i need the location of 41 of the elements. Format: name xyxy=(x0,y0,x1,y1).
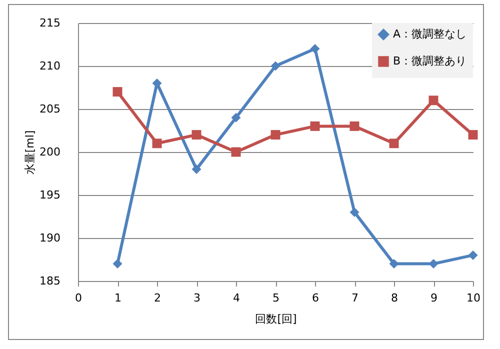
point xyxy=(389,259,399,269)
x-tick-label: 1 xyxy=(114,292,122,304)
point xyxy=(428,259,438,269)
x-tick-label: 3 xyxy=(194,292,200,304)
point xyxy=(310,44,320,54)
x-tick-label: 10 xyxy=(466,292,480,304)
point xyxy=(270,61,280,71)
point xyxy=(231,112,241,122)
x-tick-label: 7 xyxy=(352,292,358,304)
x-axis-title: 回数[回] xyxy=(255,312,297,326)
x-tick-label: 4 xyxy=(233,292,240,304)
point xyxy=(270,130,280,140)
point xyxy=(310,121,320,131)
y-tick-label: 195 xyxy=(40,188,60,202)
x-tick-label: 5 xyxy=(272,292,280,304)
point xyxy=(468,250,478,260)
point xyxy=(192,164,202,174)
point xyxy=(350,121,360,131)
y-tick-label: 205 xyxy=(40,102,60,116)
point xyxy=(112,259,122,269)
x-tick-label: 6 xyxy=(312,292,319,304)
x-tick-label: 8 xyxy=(391,292,398,304)
x-tick-label: 0 xyxy=(75,292,82,304)
y-tick-label: 200 xyxy=(40,146,60,158)
x-tick-label: 9 xyxy=(430,292,438,304)
point xyxy=(428,96,438,106)
legend-label: A：微調整なし xyxy=(393,28,467,40)
x-tick-label: 2 xyxy=(154,292,161,304)
y-tick-label: 185 xyxy=(40,274,60,288)
point xyxy=(468,130,478,140)
y-axis-title: 水量[ml] xyxy=(24,130,37,175)
y-tick-label: 210 xyxy=(40,60,60,72)
point xyxy=(350,207,360,217)
point xyxy=(112,87,122,97)
y-tick-label: 215 xyxy=(40,16,60,30)
legend-label: B：微調整あり xyxy=(393,54,467,68)
point xyxy=(231,147,241,157)
point xyxy=(389,138,399,148)
point xyxy=(152,138,162,148)
y-tick-label: 190 xyxy=(40,232,60,244)
point xyxy=(192,130,202,140)
